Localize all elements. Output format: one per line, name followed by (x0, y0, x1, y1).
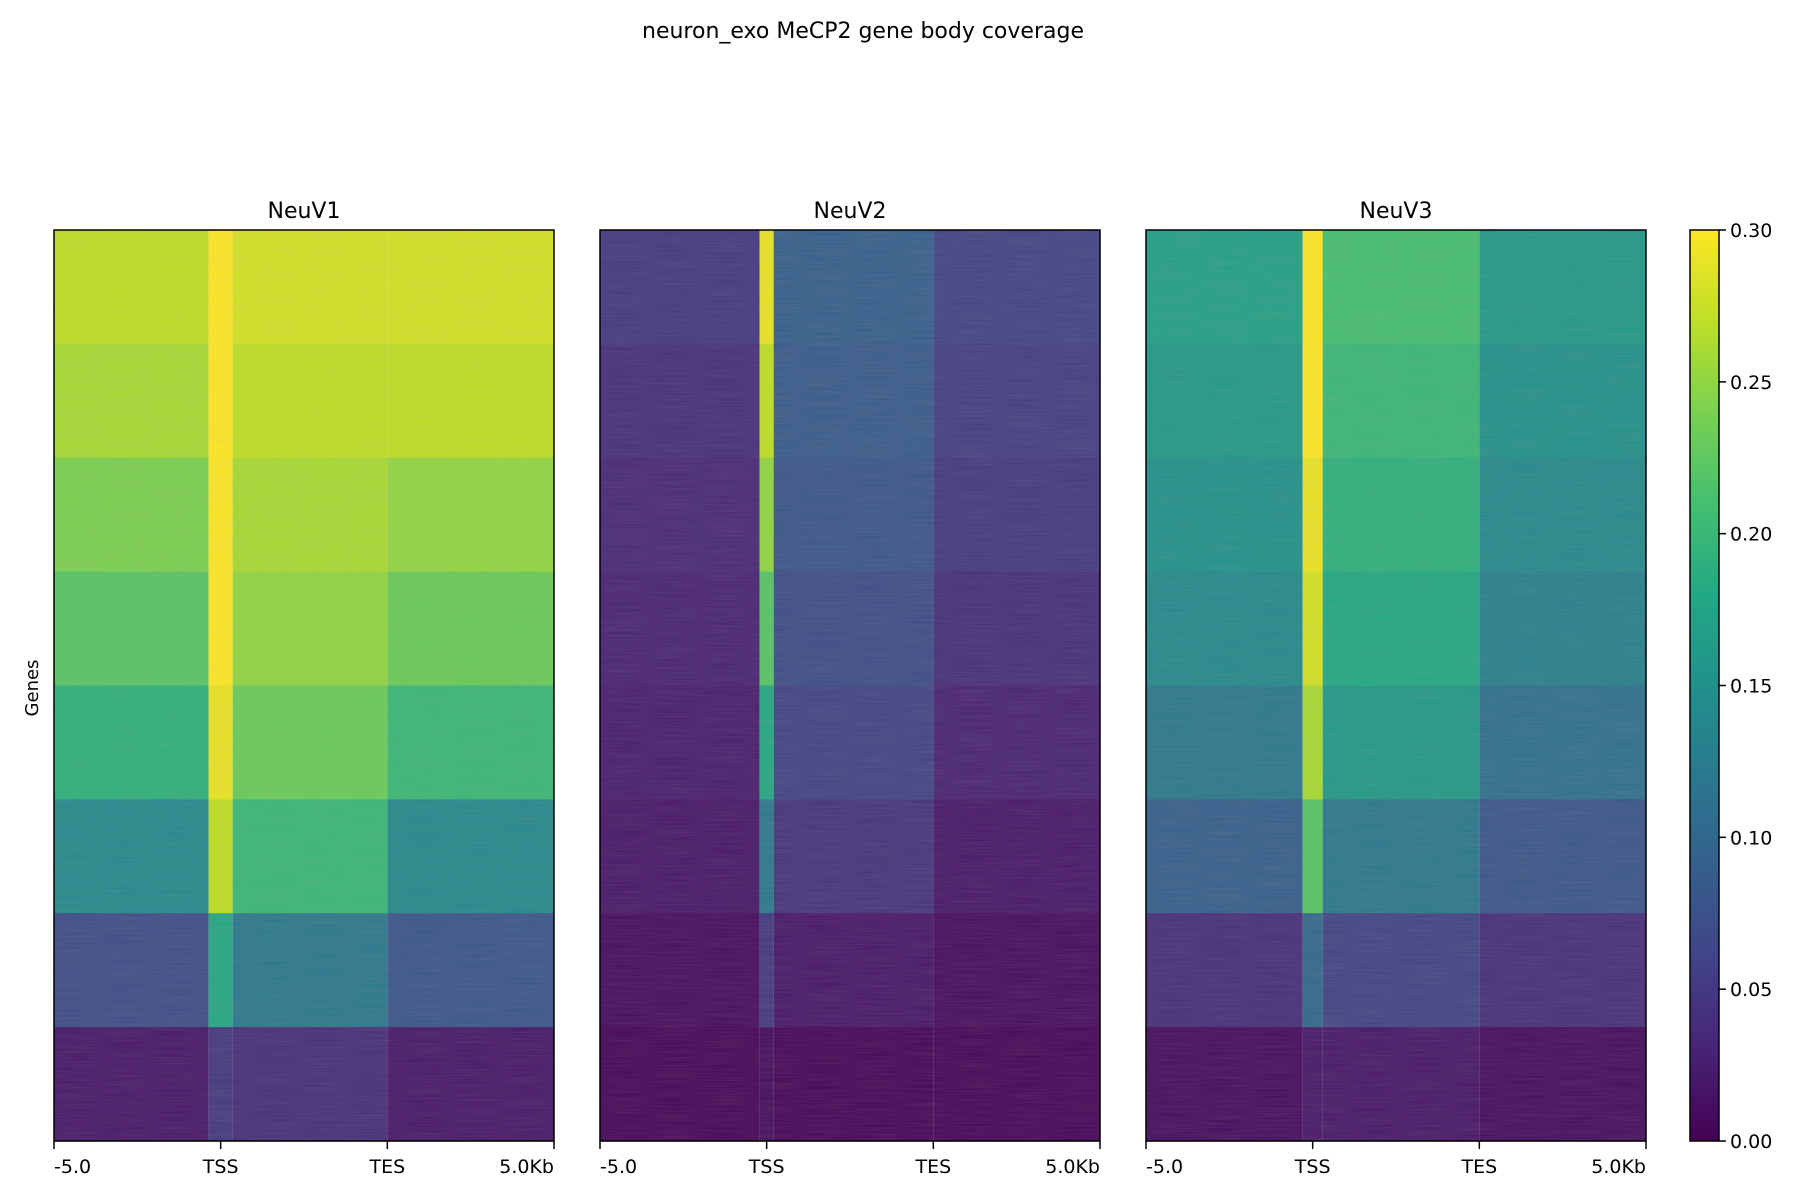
colorbar-tick-label: 0.15 (1730, 676, 1772, 698)
panel-neuv1: NeuV1 -5.0 TSS TES 5.0Kb (53, 199, 555, 1178)
x-tick-label: TSS (1294, 1156, 1331, 1178)
panel-neuv2: NeuV2 -5.0 TSS TES 5.0Kb (599, 199, 1101, 1178)
x-tick-label: -5.0 (600, 1156, 637, 1178)
panel-frame (53, 229, 555, 1142)
colorbar-tick-label: 0.25 (1730, 372, 1772, 394)
heatmap-texture (600, 230, 1100, 1141)
heatmap-panels: NeuV1 -5.0 TSS TES 5.0Kb NeuV2 -5.0 TSS TES 5.0Kb… (53, 199, 1647, 1178)
panel-frame (599, 229, 1101, 1142)
colorbar-tick-label: 0.00 (1730, 1131, 1772, 1153)
y-axis-label: Genes (22, 660, 43, 717)
x-tick-label: 5.0Kb (499, 1156, 554, 1178)
colorbar-tick-label: 0.10 (1730, 827, 1772, 849)
x-tick-label: TES (914, 1156, 951, 1178)
panel-neuv3: NeuV3 -5.0 TSS TES 5.0Kb (1145, 199, 1647, 1178)
x-tick-label: TES (1460, 1156, 1497, 1178)
x-tick-label: TSS (748, 1156, 785, 1178)
panel-title: NeuV1 (268, 199, 341, 224)
heatmap-texture (54, 230, 554, 1141)
panel-frame (1145, 229, 1647, 1142)
x-tick-label: TSS (202, 1156, 239, 1178)
x-tick-label: 5.0Kb (1045, 1156, 1100, 1178)
x-tick-label: -5.0 (54, 1156, 91, 1178)
figure-title: neuron_exo MeCP2 gene body coverage (642, 19, 1084, 44)
x-tick-label: -5.0 (1146, 1156, 1183, 1178)
colorbar-tick-label: 0.20 (1730, 524, 1772, 546)
colorbar-gradient (1689, 229, 1720, 1142)
heatmap-texture (1146, 230, 1646, 1141)
panel-title: NeuV3 (1360, 199, 1433, 224)
x-tick-label: TES (368, 1156, 405, 1178)
colorbar-tick-label: 0.30 (1730, 220, 1772, 242)
panel-title: NeuV2 (814, 199, 887, 224)
x-tick-label: 5.0Kb (1591, 1156, 1646, 1178)
colorbar: 0.00 0.05 0.10 0.15 0.20 0.25 0.30 (1689, 220, 1772, 1153)
colorbar-tick-label: 0.05 (1730, 979, 1772, 1001)
